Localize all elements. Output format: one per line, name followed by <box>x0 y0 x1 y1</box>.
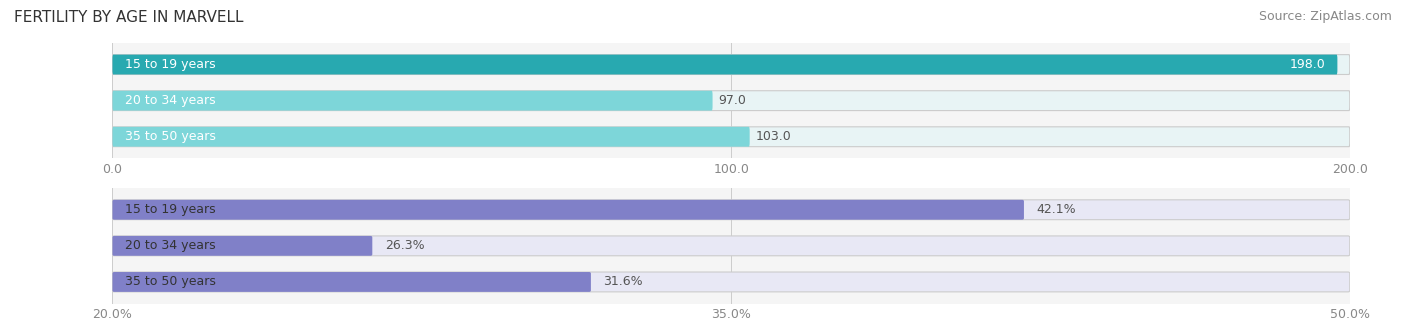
FancyBboxPatch shape <box>112 55 1350 75</box>
FancyBboxPatch shape <box>112 127 1350 147</box>
FancyBboxPatch shape <box>112 91 1350 111</box>
FancyBboxPatch shape <box>112 272 591 292</box>
Text: 35 to 50 years: 35 to 50 years <box>125 130 215 143</box>
Text: 31.6%: 31.6% <box>603 276 643 288</box>
Text: 20 to 34 years: 20 to 34 years <box>125 239 215 252</box>
Text: 198.0: 198.0 <box>1289 58 1324 71</box>
Text: 20 to 34 years: 20 to 34 years <box>125 94 215 107</box>
Text: Source: ZipAtlas.com: Source: ZipAtlas.com <box>1258 10 1392 23</box>
Text: 103.0: 103.0 <box>756 130 792 143</box>
FancyBboxPatch shape <box>112 236 1350 256</box>
Text: 15 to 19 years: 15 to 19 years <box>125 58 215 71</box>
FancyBboxPatch shape <box>112 272 1350 292</box>
FancyBboxPatch shape <box>112 127 749 147</box>
Text: FERTILITY BY AGE IN MARVELL: FERTILITY BY AGE IN MARVELL <box>14 10 243 25</box>
FancyBboxPatch shape <box>112 200 1024 220</box>
Text: 15 to 19 years: 15 to 19 years <box>125 203 215 216</box>
Text: 97.0: 97.0 <box>718 94 747 107</box>
FancyBboxPatch shape <box>112 200 1350 220</box>
FancyBboxPatch shape <box>112 91 713 111</box>
Text: 35 to 50 years: 35 to 50 years <box>125 276 215 288</box>
FancyBboxPatch shape <box>112 55 1337 75</box>
Text: 26.3%: 26.3% <box>385 239 425 252</box>
FancyBboxPatch shape <box>112 236 373 256</box>
Text: 42.1%: 42.1% <box>1036 203 1076 216</box>
